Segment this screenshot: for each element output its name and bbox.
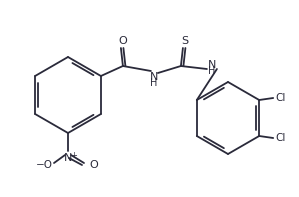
Text: +: + [71, 151, 77, 160]
Text: H: H [150, 78, 158, 88]
Text: −O: −O [36, 160, 53, 170]
Text: O: O [118, 36, 127, 46]
Text: O: O [90, 160, 98, 170]
Text: Cl: Cl [275, 133, 285, 143]
Text: N: N [150, 72, 158, 82]
Text: S: S [181, 36, 188, 46]
Text: Cl: Cl [275, 93, 285, 103]
Text: N: N [208, 60, 216, 70]
Text: N: N [64, 153, 72, 163]
Text: H: H [208, 66, 216, 76]
